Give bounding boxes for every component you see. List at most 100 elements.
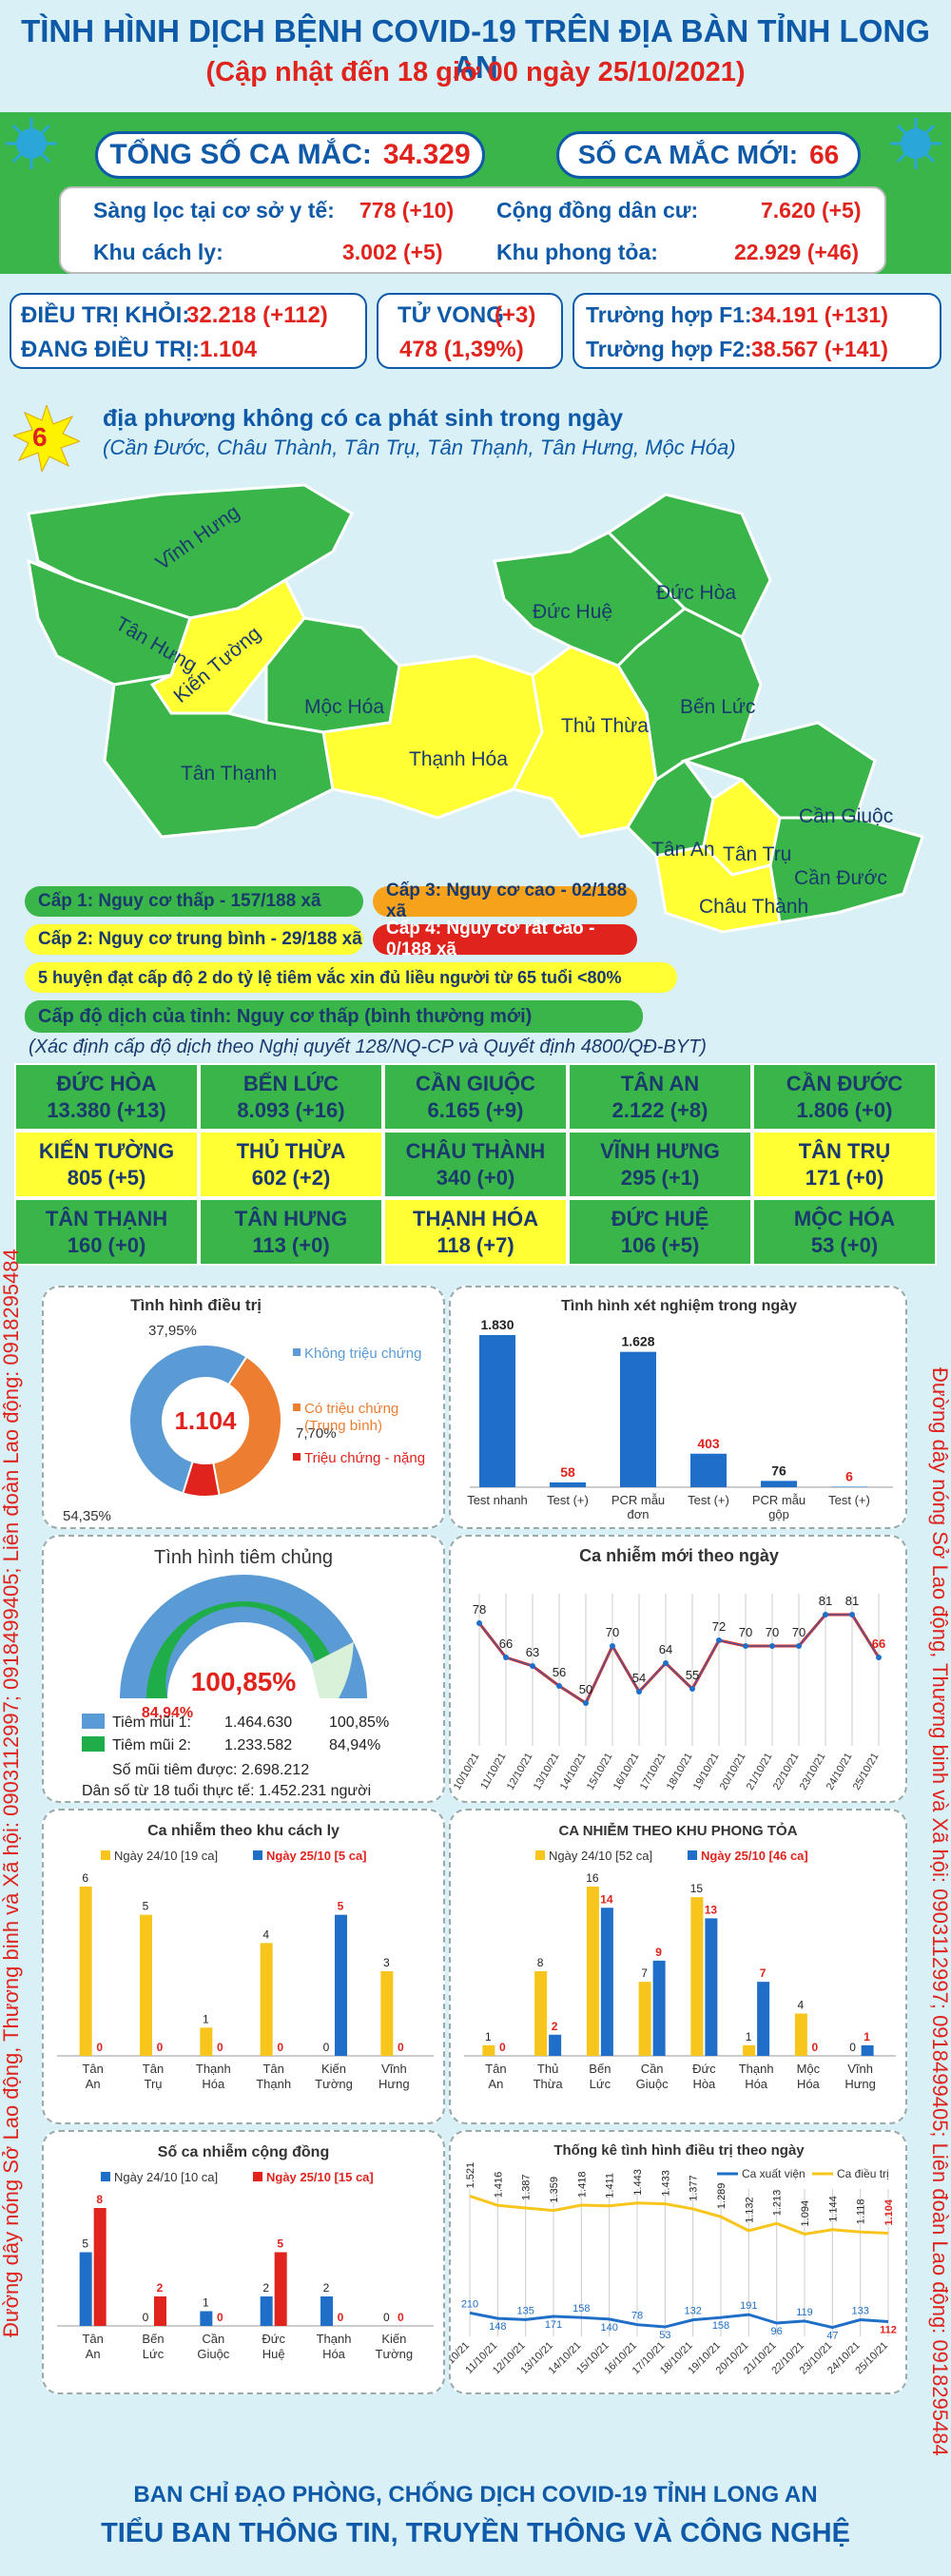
treatment-box [10, 293, 367, 369]
data-label: 1.377 [689, 2175, 700, 2201]
map-label: Cần Giuộc [799, 805, 893, 827]
district-value: 106 (+5) [620, 1232, 700, 1257]
district-value: 171 (+0) [805, 1165, 884, 1190]
district-cell: TÂN HƯNG 113 (+0) [199, 1198, 383, 1266]
district-name: BẾN LỨC [243, 1072, 340, 1095]
tick-label: Kiến [321, 2062, 346, 2076]
district-name: TÂN HƯNG [234, 1207, 348, 1230]
data-label: 1.830 [480, 1317, 514, 1332]
data-label: 1.359 [549, 2177, 560, 2203]
data-label: 0 [499, 2041, 506, 2054]
new-cases-value: 66 [809, 140, 840, 169]
district-name: CHÂU THÀNH [405, 1139, 546, 1163]
tick-label: Test (+) [828, 1493, 870, 1507]
data-label: 0 [338, 2311, 344, 2324]
lockdown-value: 22.929 (+46) [734, 240, 860, 264]
map-label: Châu Thành [699, 896, 808, 918]
data-label: 5 [143, 1900, 149, 1913]
data-label: 8 [96, 2193, 103, 2206]
data-label: 1.387 [521, 2174, 533, 2200]
series-line [469, 2194, 889, 2236]
death-label: TỬ VONG [398, 302, 504, 328]
data-label: 78 [473, 1602, 486, 1617]
chart-title: Tình hình xét nghiệm trong ngày [561, 1298, 797, 1314]
data-label: 0 [383, 2311, 390, 2324]
district-name: CẦN GIUỘC [416, 1072, 535, 1095]
bar [652, 1960, 666, 2056]
data-label: 1 [864, 2030, 870, 2043]
data-label: 1 [485, 2030, 492, 2043]
data-label: 1.132 [744, 2197, 755, 2223]
tick-label: Test (+) [688, 1493, 729, 1507]
bar [200, 2027, 213, 2056]
data-label: 1.094 [800, 2200, 811, 2227]
data-label: 403 [697, 1436, 720, 1451]
legend-swatch [101, 1850, 110, 1860]
legend-pct: 84,94% [329, 1737, 380, 1753]
chart-title: Ca nhiễm mới theo ngày [579, 1545, 779, 1565]
pie-center-label: 1.104 [174, 1406, 237, 1435]
data-label: 8 [537, 1956, 544, 1969]
map-label: Bến Lức [680, 696, 755, 718]
legend-swatch [293, 1404, 301, 1411]
data-label: 0 [323, 2041, 330, 2054]
level-basis: (Xác định cấp độ dịch theo Nghị quyết 12… [29, 1036, 707, 1057]
tick-label: 15/10/21 [585, 1752, 615, 1792]
f2-value: 38.567 (+141) [751, 337, 888, 361]
tick-label: An [86, 2077, 101, 2091]
legend-swatch [293, 1348, 301, 1356]
legend-count: 1.464.630 [224, 1714, 292, 1731]
district-cell: CẦN GIUỘC 6.165 (+9) [383, 1063, 568, 1131]
legend-label: Ngày 25/10 [46 ca] [701, 1849, 808, 1863]
tick-label: Lức [590, 2077, 611, 2091]
data-label: 1.411 [605, 2173, 616, 2198]
bar [549, 2034, 562, 2056]
district-cell: KIẾN TƯỜNG 805 (+5) [14, 1131, 199, 1198]
legend-label: (Trung bình) [304, 1418, 382, 1434]
tick-label: Hưng [378, 2077, 410, 2091]
population: Dân số từ 18 tuổi thực tế: 1.452.231 ngư… [82, 1782, 371, 1799]
data-label: 6 [82, 1871, 88, 1885]
tick-label: Tân [82, 2062, 103, 2076]
virus-icon [6, 118, 57, 169]
data-label: 70 [792, 1625, 805, 1639]
hotline-left: Đường dây nóng Sở Lao động, Thương binh … [0, 1249, 23, 2337]
data-label: 0 [812, 2041, 819, 2054]
tick-label: 25/10/21 [851, 1752, 882, 1792]
district-cell: ĐỨC HUỆ 106 (+5) [568, 1198, 752, 1266]
data-point [823, 1612, 828, 1617]
data-label: 119 [796, 2307, 813, 2318]
legend-swatch [535, 1850, 545, 1860]
total-cases-value: 34.329 [382, 139, 471, 170]
district-value: 1.806 (+0) [796, 1097, 893, 1122]
chart-title: Ca nhiễm theo khu cách ly [147, 1821, 340, 1839]
data-label: 78 [631, 2311, 643, 2322]
district-name: MỘC HÓA [793, 1207, 896, 1230]
footer-line-2: TIỂU BAN THÔNG TIN, TRUYỀN THÔNG VÀ CÔNG… [101, 2518, 850, 2548]
district-value: 2.122 (+8) [611, 1097, 708, 1122]
data-label: 56 [553, 1665, 566, 1679]
tick-label: Thạnh [739, 2062, 774, 2076]
bar [260, 2296, 273, 2326]
tick-label: An [488, 2077, 503, 2091]
map-label: Cần Đước [794, 867, 887, 889]
chart-title: Thống kê tình hình điều trị theo ngày [553, 2142, 805, 2159]
bar [479, 1335, 515, 1487]
district-value: 6.165 (+9) [427, 1097, 524, 1122]
map-label: Tân An [651, 839, 715, 861]
data-label: 2 [262, 2281, 269, 2295]
legend-swatch [82, 1736, 105, 1752]
district-cell: ĐỨC HÒA 13.380 (+13) [14, 1063, 199, 1131]
tick-label: 21/10/21 [745, 1752, 775, 1792]
data-label: 15 [690, 1882, 704, 1895]
data-label: 0 [398, 2041, 404, 2054]
legend-swatch [82, 1714, 105, 1729]
data-label: 70 [606, 1625, 619, 1639]
map-label: Mộc Hóa [304, 696, 384, 718]
contacts-box [573, 293, 941, 369]
tick-label: Giuộc [197, 2347, 229, 2361]
lockdown-card: CA NHIỄM THEO KHU PHONG TỎA Ngày 24/10 [5… [449, 1809, 907, 2124]
district-cell: BẾN LỨC 8.093 (+16) [199, 1063, 383, 1131]
map-label: Thủ Thừa [561, 715, 649, 737]
bar [757, 1982, 770, 2056]
